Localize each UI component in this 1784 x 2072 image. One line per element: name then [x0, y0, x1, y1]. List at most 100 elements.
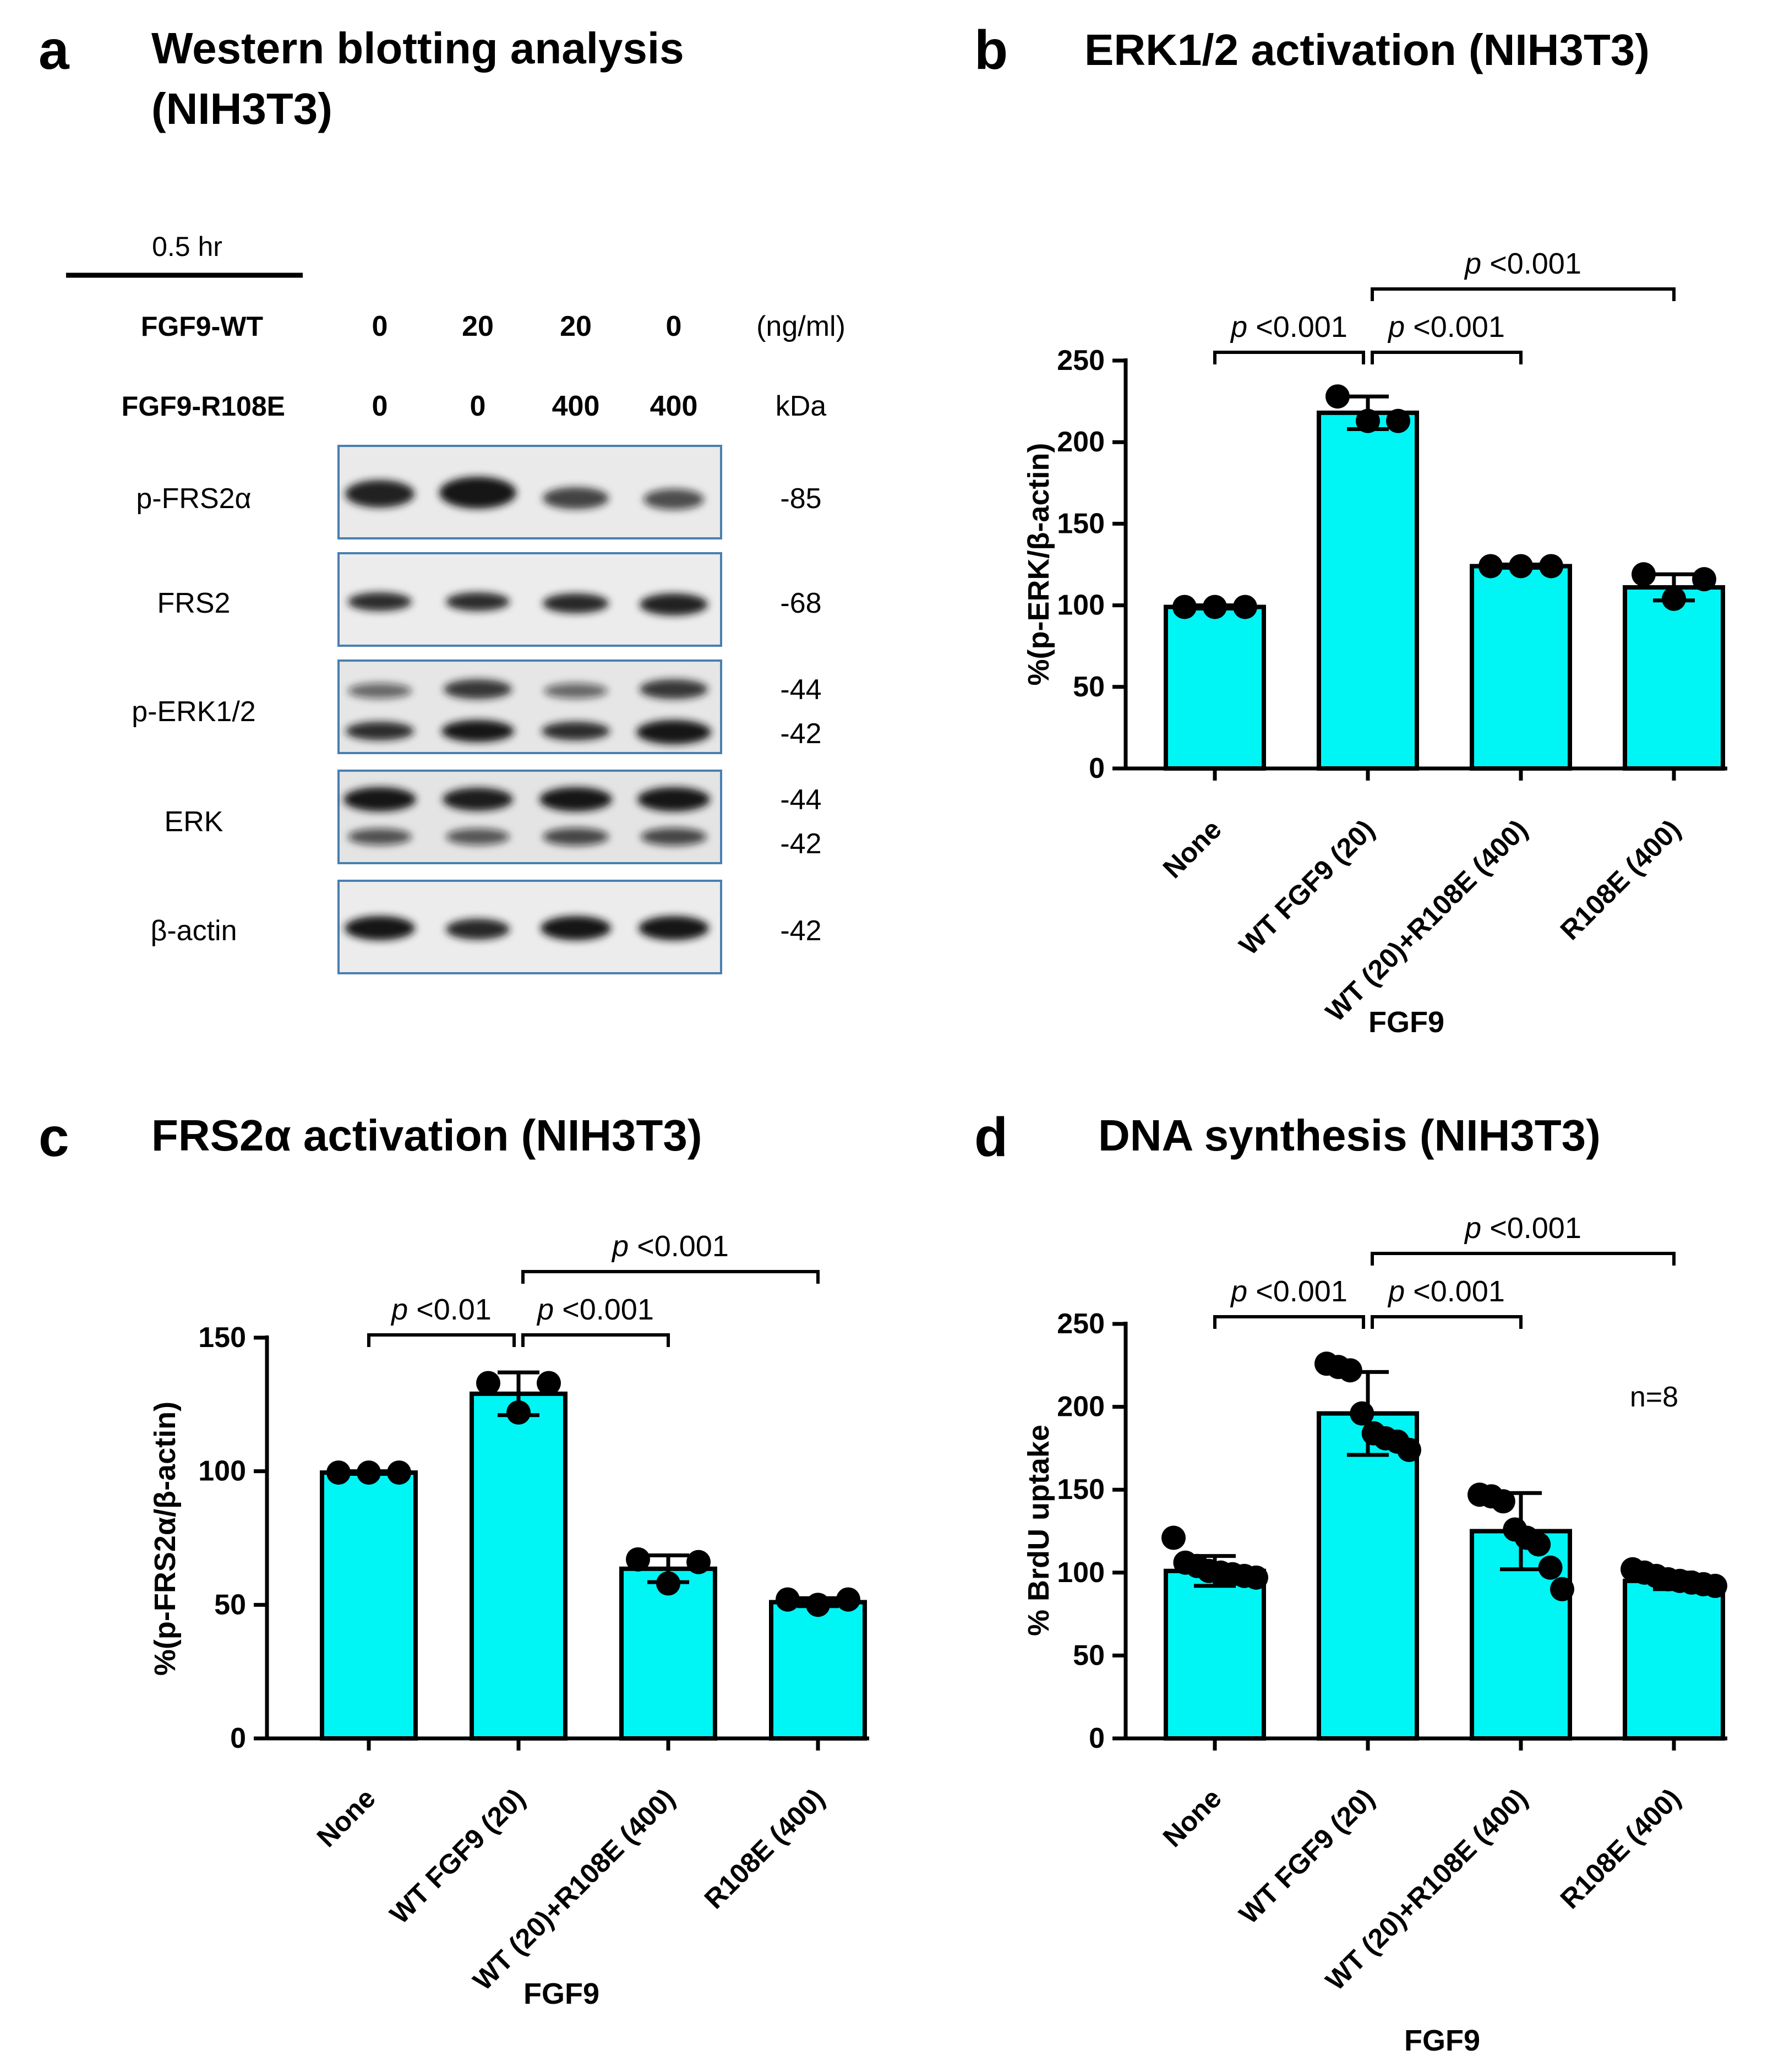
- data-point-2-0: [626, 1547, 650, 1572]
- y-axis-label: %(p-FRS2α/β-actin): [149, 1402, 182, 1676]
- blot-label: p-FRS2α: [136, 483, 251, 515]
- bar-0: [320, 1470, 418, 1741]
- data-point-0-0: [1172, 595, 1197, 619]
- bar-1: [1317, 410, 1419, 771]
- kda-marker-42: -42: [780, 828, 821, 860]
- x-tick-label-1: WT FGF9 (20): [384, 1782, 531, 1929]
- p-threshold: <0.001: [1481, 247, 1581, 280]
- p-symbol: p: [1230, 1275, 1247, 1308]
- p-threshold: <0.01: [408, 1293, 492, 1326]
- chart-title: FRS2α activation (NIH3T3): [151, 1111, 702, 1160]
- data-point-1-1: [506, 1400, 531, 1425]
- y-tick-label-150: 150: [198, 1322, 246, 1354]
- y-axis-label: % BrdU uptake: [1022, 1425, 1055, 1636]
- panel-d-dna-synthesis: d DNA synthesis (NIH3T3) n=8 0 50 100 150 20…: [974, 1106, 1727, 2057]
- panel-letter-d: d: [974, 1106, 1008, 1168]
- data-point-1-2: [1338, 1358, 1362, 1383]
- significance-label-1: p <0.001: [1387, 1275, 1505, 1308]
- y-tick-label-150: 150: [1057, 508, 1105, 539]
- bar-0: [1164, 604, 1266, 771]
- significance-bracket-0: [1213, 1315, 1365, 1329]
- x-axis-label: FGF9: [1404, 2024, 1480, 2057]
- y-tick-label-200: 200: [1057, 1391, 1105, 1423]
- p-symbol: p: [1464, 247, 1481, 280]
- r108e-dose-lane1: 0: [372, 390, 388, 422]
- significance-bracket-2: [521, 1270, 820, 1284]
- p-symbol: p: [611, 1230, 629, 1263]
- y-tick-label-100: 100: [1057, 590, 1105, 621]
- wt-dose-lane2: 20: [462, 310, 494, 342]
- data-point-2-1: [656, 1571, 680, 1596]
- panel-a-title-line1: Western blotting analysis: [151, 24, 684, 73]
- significance-label-2: p <0.001: [1464, 247, 1581, 280]
- kda-marker-44: -44: [780, 674, 821, 706]
- x-tick-label-3: R108E (400): [1554, 814, 1687, 946]
- p-symbol: p: [536, 1293, 554, 1326]
- significance-bracket-2: [1371, 1252, 1676, 1266]
- data-point-1-0: [476, 1371, 500, 1395]
- y-tick-label-100: 100: [198, 1455, 246, 1487]
- data-point-3-1: [806, 1593, 830, 1617]
- bar-3: [769, 1600, 867, 1741]
- panel-letter-a: a: [39, 19, 70, 81]
- y-tick-label-0: 0: [230, 1722, 246, 1754]
- time-label: 0.5 hr: [152, 231, 222, 262]
- x-tick-label-1: WT FGF9 (20): [1233, 1782, 1380, 1929]
- data-point-1-0: [1325, 384, 1350, 409]
- plot-area-d: 0 50 100 150 200 250 % BrdU uptake None WT FGF9 …: [1022, 1212, 1727, 2057]
- panel-b-erk-activation: b ERK1/2 activation (NIH3T3) 0 50 100 150 20…: [974, 19, 1727, 1039]
- data-point-0-2: [1233, 595, 1257, 619]
- blot-beta-actin: β-actin -42: [150, 880, 822, 974]
- y-tick-label-250: 250: [1057, 345, 1105, 377]
- p-threshold: <0.001: [1247, 310, 1347, 343]
- data-point-3-1: [1662, 586, 1686, 611]
- y-tick-label-50: 50: [214, 1589, 246, 1621]
- significance-label-1: p <0.001: [536, 1293, 654, 1326]
- blot-bands: [348, 592, 708, 615]
- x-axis-label: FGF9: [523, 1977, 599, 2010]
- p-symbol: p: [1387, 310, 1405, 343]
- sample-size-annotation: n=8: [1630, 1381, 1678, 1413]
- y-tick-label-200: 200: [1057, 426, 1105, 458]
- data-point-1-2: [537, 1371, 561, 1395]
- y-tick-label-50: 50: [1073, 671, 1105, 703]
- plot-area-c: 0 50 100 150 %(p-FRS2α/β-actin) None WT FGF9 (…: [149, 1230, 869, 2010]
- data-point-2-2: [1539, 554, 1563, 579]
- blot-frame: [337, 770, 722, 864]
- data-point-3-0: [776, 1587, 800, 1612]
- blot-bands: [346, 679, 711, 744]
- bar-2: [1470, 564, 1572, 771]
- significance-bracket-0: [367, 1333, 516, 1347]
- data-point-3-0: [1632, 562, 1656, 587]
- significance-bracket-1: [1371, 351, 1523, 364]
- blot-label: p-ERK1/2: [132, 696, 255, 728]
- blot-bands: [343, 787, 710, 846]
- significance-label-0: p <0.01: [390, 1293, 492, 1326]
- p-symbol: p: [390, 1293, 408, 1326]
- data-point-1-7: [1397, 1437, 1421, 1462]
- x-axis-label: FGF9: [1368, 1006, 1444, 1039]
- p-threshold: <0.001: [1481, 1212, 1581, 1245]
- p-threshold: <0.001: [1405, 310, 1505, 343]
- y-axis-label: %(p-ERK/β-actin): [1022, 443, 1055, 686]
- data-point-2-2: [686, 1550, 711, 1574]
- data-point-1-2: [1386, 408, 1410, 433]
- y-tick-label-50: 50: [1073, 1639, 1105, 1671]
- blot-p-erk12: p-ERK1/2 -44 -42: [132, 659, 822, 754]
- p-threshold: <0.001: [554, 1293, 654, 1326]
- kda-marker-44: -44: [780, 784, 821, 816]
- blot-bands: [345, 477, 704, 510]
- x-tick-label-0: None: [1157, 814, 1227, 884]
- p-symbol: p: [1464, 1212, 1481, 1245]
- p-threshold: <0.001: [1247, 1275, 1347, 1308]
- data-point-1-3: [1350, 1401, 1374, 1426]
- panel-a-western-blot: a Western blotting analysis (NIH3T3) 0.5…: [39, 19, 845, 974]
- significance-label-2: p <0.001: [1464, 1212, 1581, 1245]
- panel-c-frs2a-activation: c FRS2α activation (NIH3T3) 0 50 100 150 %(p…: [39, 1106, 869, 2010]
- bar-0: [1164, 1568, 1266, 1741]
- r108e-dose-lane2: 0: [470, 390, 486, 422]
- wt-dose-lane4: 0: [666, 310, 682, 342]
- significance-label-0: p <0.001: [1230, 310, 1347, 343]
- x-tick-label-1: WT FGF9 (20): [1233, 814, 1380, 961]
